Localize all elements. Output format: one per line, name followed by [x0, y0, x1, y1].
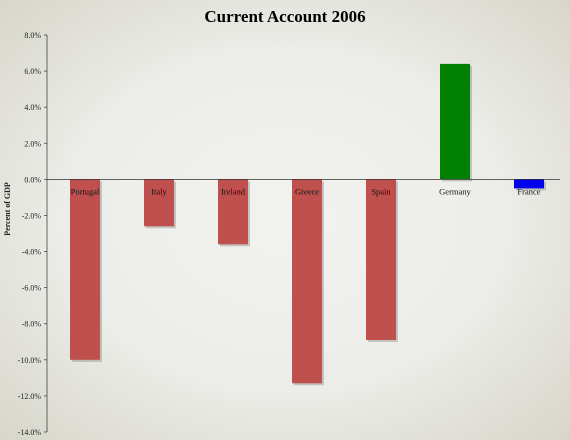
y-tick-label: 2.0%	[24, 139, 41, 148]
y-tick-label: -4.0%	[22, 248, 42, 257]
bar-ireland	[218, 179, 248, 245]
category-label-ireland: Ireland	[221, 186, 246, 196]
category-label-italy: Italy	[151, 186, 167, 196]
category-label-spain: Spain	[371, 186, 391, 196]
y-tick-label: 4.0%	[24, 103, 41, 112]
y-tick-label: -6.0%	[22, 284, 42, 293]
category-label-portugal: Portugal	[71, 186, 100, 196]
bar-portugal	[70, 179, 100, 360]
bar-italy	[144, 179, 174, 227]
bar-spain	[366, 179, 396, 340]
y-tick-label: -12.0%	[18, 392, 42, 401]
chart-title: Current Account 2006	[204, 7, 365, 26]
y-tick-label: -10.0%	[18, 356, 42, 365]
bar-greece	[292, 179, 322, 384]
y-tick-label: 6.0%	[24, 67, 41, 76]
category-label-france: France	[517, 186, 540, 196]
y-tick-label: -8.0%	[22, 320, 42, 329]
y-tick-label: 0.0%	[24, 175, 41, 184]
y-tick-label: 8.0%	[24, 31, 41, 40]
category-label-germany: Germany	[439, 186, 471, 196]
category-label-greece: Greece	[295, 186, 319, 196]
bar-germany	[440, 63, 470, 180]
y-tick-label: -2.0%	[22, 211, 42, 220]
y-axis-label: Percent of GDP	[3, 182, 12, 236]
bar-france	[514, 179, 544, 189]
y-tick-label: -14.0%	[18, 428, 42, 437]
